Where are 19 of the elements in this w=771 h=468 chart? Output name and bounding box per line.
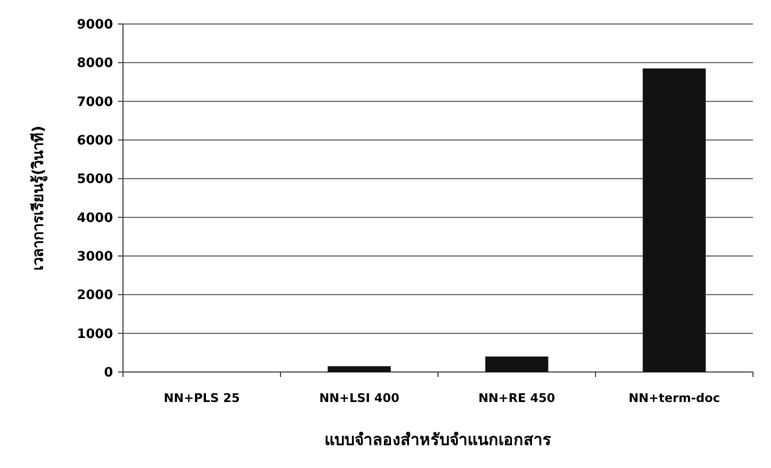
y-tick-label: 4000 [76, 210, 113, 226]
bar [328, 366, 391, 372]
y-tick-label: 8000 [76, 56, 113, 72]
x-tick-label: NN+PLS 25 [164, 391, 240, 405]
y-tick-label: 6000 [76, 134, 113, 149]
x-tick-label: NN+LSI 400 [319, 391, 400, 405]
y-tick-label: 9000 [76, 18, 113, 33]
y-tick-label: 5000 [76, 172, 113, 188]
x-tick-label: NN+RE 450 [478, 391, 556, 405]
y-tick-label: 3000 [76, 250, 113, 265]
bar [642, 68, 706, 372]
y-tick-label: 0 [104, 366, 113, 381]
x-tick-label: NN+term-doc [628, 391, 720, 405]
x-axis-title: แบบจำลองสำหรับจำแนกเอกสาร [324, 430, 552, 449]
y-tick-label: 2000 [76, 288, 113, 304]
y-axis-title: เวลาการเรียนรู้(วินาที) [29, 126, 48, 270]
y-tick-label: 1000 [76, 326, 113, 342]
bar [485, 356, 548, 372]
y-tick-label: 7000 [76, 94, 113, 110]
